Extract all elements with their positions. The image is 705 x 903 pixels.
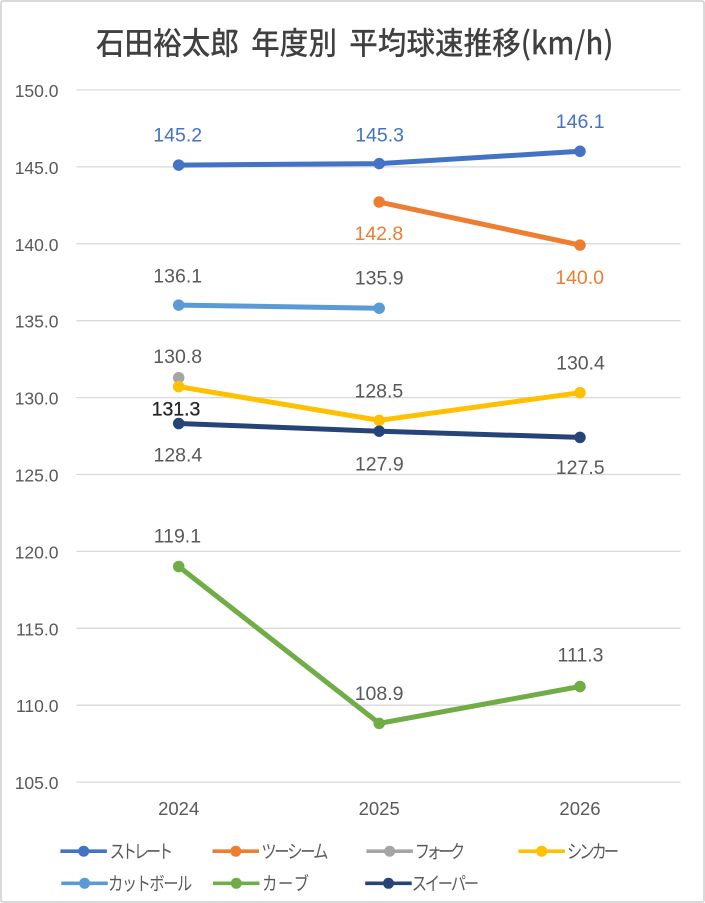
svg-text:135.9: 135.9 <box>355 268 404 290</box>
svg-text:111.3: 111.3 <box>558 645 604 667</box>
svg-text:2026: 2026 <box>559 798 600 819</box>
svg-text:136.1: 136.1 <box>153 266 202 288</box>
svg-text:127.5: 127.5 <box>556 457 605 479</box>
svg-text:110.0: 110.0 <box>16 696 59 716</box>
svg-text:120.0: 120.0 <box>15 542 59 562</box>
svg-text:145.2: 145.2 <box>153 125 202 147</box>
svg-text:128.5: 128.5 <box>354 380 403 402</box>
svg-text:131.3: 131.3 <box>152 399 201 421</box>
svg-text:140.0: 140.0 <box>555 267 604 289</box>
svg-text:108.9: 108.9 <box>355 683 404 705</box>
svg-text:125.0: 125.0 <box>15 466 59 486</box>
svg-text:130.0: 130.0 <box>15 389 59 409</box>
svg-text:115.0: 115.0 <box>16 619 59 639</box>
svg-text:127.9: 127.9 <box>355 453 404 475</box>
svg-text:130.4: 130.4 <box>556 353 605 375</box>
svg-text:2025: 2025 <box>359 798 400 819</box>
svg-text:135.0: 135.0 <box>15 312 59 332</box>
svg-text:105.0: 105.0 <box>15 773 59 793</box>
svg-text:128.4: 128.4 <box>153 444 202 466</box>
svg-text:140.0: 140.0 <box>15 235 59 255</box>
svg-text:145.0: 145.0 <box>15 158 59 178</box>
svg-text:146.1: 146.1 <box>556 111 605 133</box>
svg-text:130.8: 130.8 <box>153 346 202 368</box>
svg-text:2024: 2024 <box>158 798 199 819</box>
svg-text:142.8: 142.8 <box>354 223 403 245</box>
svg-text:150.0: 150.0 <box>15 81 59 101</box>
svg-text:119.1: 119.1 <box>154 526 201 548</box>
svg-text:145.3: 145.3 <box>355 125 404 147</box>
